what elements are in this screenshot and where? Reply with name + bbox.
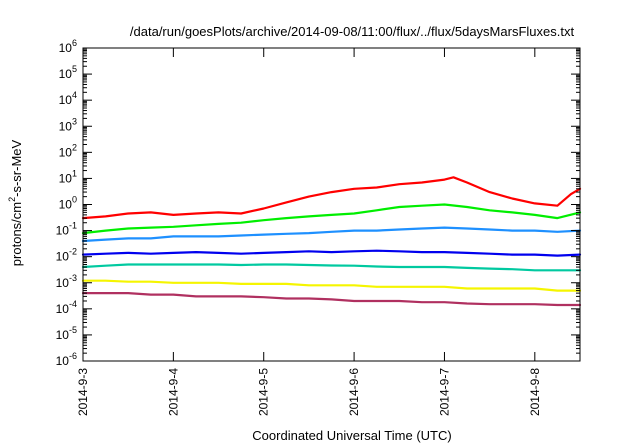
y-tick-label-4: 10-2 xyxy=(56,247,77,264)
y-tick-label-10: 104 xyxy=(59,90,77,107)
y-axis-label: protons/cm2-s-sr-MeV xyxy=(7,139,24,266)
chart-title: /data/run/goesPlots/archive/2014-09-08/1… xyxy=(130,24,575,39)
y-tick-label-0: 10-6 xyxy=(56,351,77,368)
series-line-2 xyxy=(81,203,582,235)
y-tick-label-3: 10-3 xyxy=(56,273,77,290)
series-line-7 xyxy=(81,292,582,307)
series-line-6 xyxy=(81,279,582,292)
x-tick-label-5: 2014-9-8 xyxy=(528,368,542,416)
plot-frame xyxy=(82,47,581,362)
x-tick-label-4: 2014-9-7 xyxy=(437,368,451,416)
series-line-5 xyxy=(81,263,582,272)
x-tick-label-0: 2014-9-3 xyxy=(76,368,90,416)
y-tick-label-1: 10-5 xyxy=(56,325,77,342)
y-tick-label-5: 10-1 xyxy=(56,221,77,238)
series-line-1 xyxy=(81,176,582,220)
series-line-3 xyxy=(81,226,582,243)
y-tick-label-7: 101 xyxy=(59,168,77,185)
y-tick-label-2: 10-4 xyxy=(56,299,77,316)
y-axis-label-tail: -s-sr-MeV xyxy=(9,139,24,196)
x-axis-label: Coordinated Universal Time (UTC) xyxy=(252,428,451,443)
x-tick-label-3: 2014-9-6 xyxy=(347,368,361,416)
x-tick-label-2: 2014-9-5 xyxy=(257,368,271,416)
series-line-4 xyxy=(81,249,582,257)
x-tick-label-1: 2014-9-4 xyxy=(166,368,180,416)
y-axis-label-exp: 2 xyxy=(7,197,17,202)
y-tick-label-6: 100 xyxy=(59,195,77,212)
y-tick-label-8: 102 xyxy=(59,142,77,159)
y-tick-label-9: 103 xyxy=(59,116,77,133)
y-axis-label-main: protons/cm xyxy=(9,202,24,266)
y-tick-label-11: 105 xyxy=(59,64,77,81)
plot-area xyxy=(81,176,582,307)
axis-ticks: 10-6 10-5 10-4 10-3 10-2 10-1 100 101 102 103 104 1… xyxy=(56,38,580,416)
y-tick-label-12: 106 xyxy=(59,38,77,55)
